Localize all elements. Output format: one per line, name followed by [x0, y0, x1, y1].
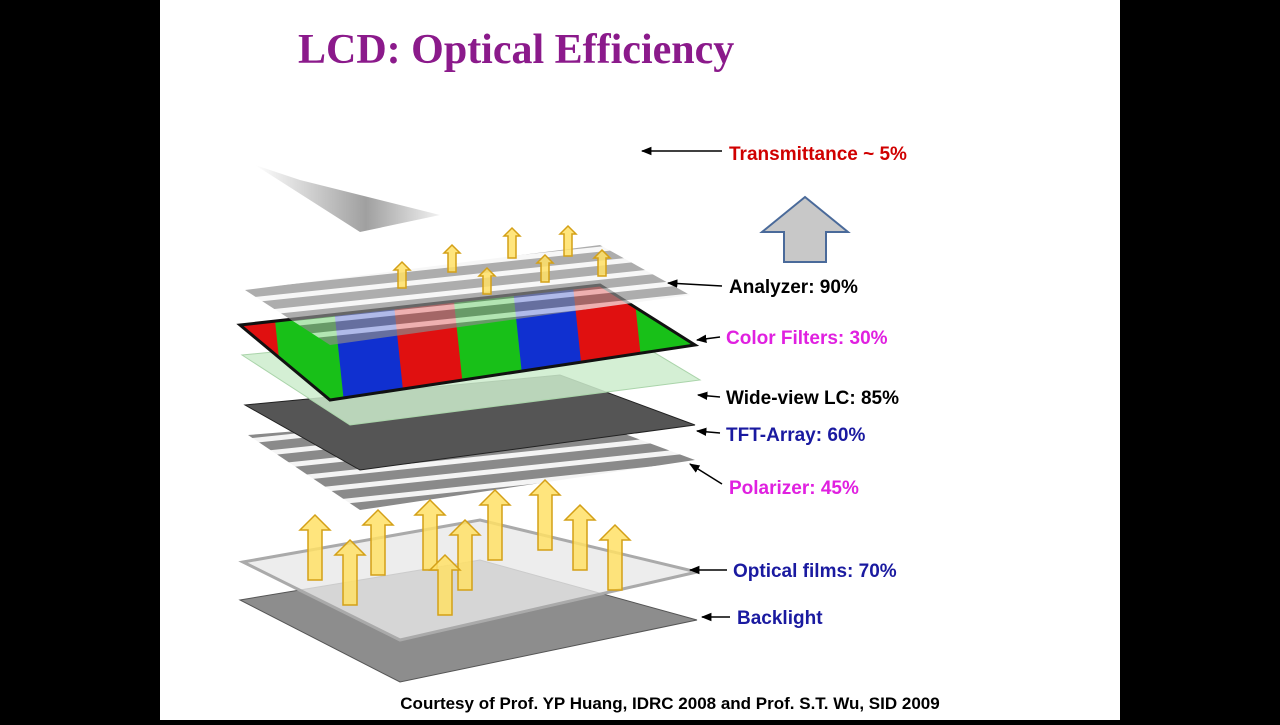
credit: Courtesy of Prof. YP Huang, IDRC 2008 an…: [400, 694, 939, 713]
label: Analyzer: 90%: [729, 277, 858, 298]
pointer-arrows: [640, 146, 730, 622]
title: LCD: Optical Efficiency: [298, 27, 734, 73]
label: Backlight: [737, 608, 823, 629]
label: Transmittance ~ 5%: [729, 144, 907, 165]
layer-labels: Transmittance ~ 5% Analyzer: 90% Color F…: [726, 144, 907, 629]
label: Optical films: 70%: [733, 561, 897, 582]
diagram: [236, 165, 851, 683]
label: TFT-Array: 60%: [726, 425, 865, 446]
label: Wide-view LC: 85%: [726, 388, 899, 409]
label: Color Filters: 30%: [726, 328, 888, 349]
label: Polarizer: 45%: [729, 478, 859, 499]
